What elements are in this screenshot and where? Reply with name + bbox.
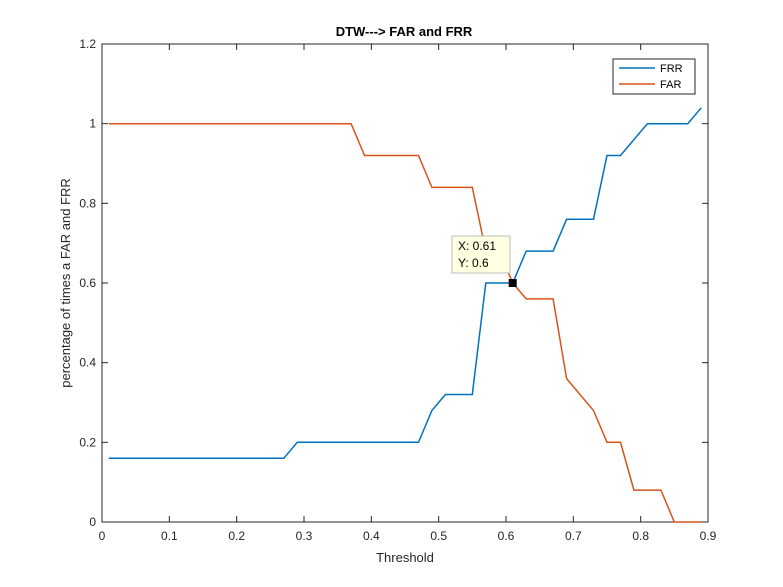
legend-label-frr: FRR	[660, 63, 683, 75]
plot-area	[101, 43, 709, 523]
y-tick-label: 1	[89, 117, 96, 131]
x-tick-label: 0.5	[430, 529, 447, 543]
x-tick-label: 0.2	[228, 529, 245, 543]
x-tick-label: 0.9	[700, 529, 717, 543]
x-tick-label: 0.1	[161, 529, 178, 543]
x-tick-label: 0.7	[565, 529, 582, 543]
y-tick-label: 0.4	[79, 356, 96, 370]
datatip-x-text: X: 0.61	[458, 239, 496, 253]
datatip-y-text: Y: 0.6	[458, 256, 489, 270]
legend[interactable]: FRR FAR	[612, 58, 696, 95]
series-line-far	[108, 122, 702, 523]
x-tick-label: 0.4	[363, 529, 380, 543]
x-ticks: 0 0.1 0.2 0.3 0.4 0.5 0.6 0.7 0.8 0.9	[99, 44, 717, 543]
datatip-box	[451, 235, 511, 274]
chart-title: DTW---> FAR and FRR	[336, 24, 473, 39]
datatip-marker[interactable]	[508, 279, 517, 287]
y-tick-label: 1.2	[79, 37, 96, 51]
y-tick-label: 0.2	[79, 435, 96, 449]
series-line-frr	[108, 107, 702, 460]
series-layer	[108, 107, 702, 523]
datatip[interactable]: X: 0.61 Y: 0.6	[451, 235, 517, 287]
y-tick-label: 0.8	[79, 196, 96, 210]
legend-label-far: FAR	[660, 79, 681, 91]
y-tick-label: 0.6	[79, 276, 96, 290]
y-axis-label: percentage of times a FAR and FRR	[58, 178, 73, 388]
plot-axes: 0 0.1 0.2 0.3 0.4 0.5 0.6 0.7 0.8 0.9 00.20.40.60…	[79, 37, 716, 543]
y-ticks: 0 0.2 0.4 0.6 0.8 1 1.2	[79, 37, 708, 529]
y-tick-label: 0	[89, 515, 96, 529]
x-tick-label: 0	[99, 529, 106, 543]
x-axis-label: Threshold	[376, 550, 434, 565]
x-tick-label: 0.8	[632, 529, 649, 543]
x-tick-label: 0.6	[498, 529, 515, 543]
legend-box	[612, 58, 696, 95]
x-tick-label: 0.3	[296, 529, 313, 543]
